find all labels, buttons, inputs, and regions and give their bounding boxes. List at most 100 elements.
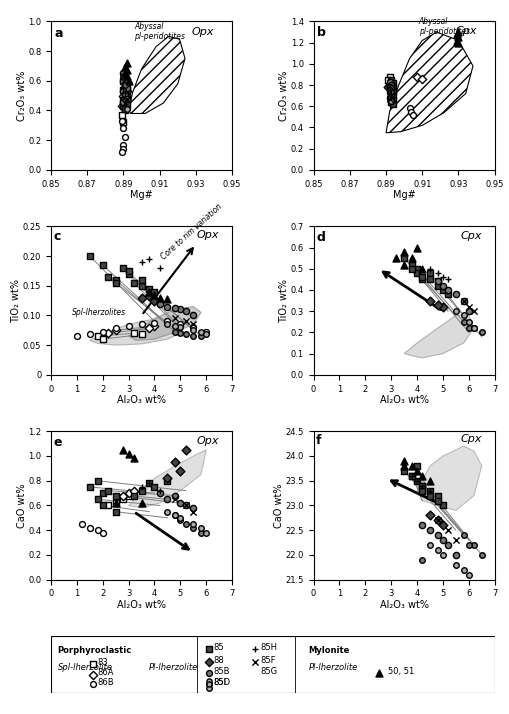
Point <box>111 277 120 288</box>
Point <box>104 271 112 283</box>
Point <box>119 90 127 101</box>
Point <box>121 71 129 82</box>
Point <box>119 83 127 94</box>
Point <box>104 500 112 511</box>
Point <box>196 527 205 538</box>
Point <box>388 81 397 93</box>
Point <box>385 88 393 99</box>
Point <box>417 485 426 496</box>
Point <box>163 293 171 304</box>
Point <box>412 475 420 486</box>
Point <box>98 333 106 345</box>
Point <box>93 525 101 536</box>
Point <box>163 475 171 486</box>
Point <box>123 76 131 88</box>
Point <box>469 323 477 334</box>
Point <box>385 92 393 104</box>
Point <box>385 85 393 96</box>
Point <box>123 83 131 94</box>
Text: Cpx: Cpx <box>459 433 481 443</box>
Point <box>119 101 127 112</box>
Point <box>123 90 131 101</box>
Point <box>387 90 395 101</box>
Point <box>171 493 179 505</box>
X-axis label: Mg#: Mg# <box>130 190 153 200</box>
Point <box>387 88 395 99</box>
Point <box>443 273 451 285</box>
Point <box>443 284 451 296</box>
Y-axis label: Cr₂O₃ wt%: Cr₂O₃ wt% <box>17 71 26 121</box>
Point <box>451 288 459 300</box>
Point <box>469 539 477 550</box>
Point <box>86 328 94 340</box>
Point <box>119 75 127 86</box>
Point <box>387 84 395 95</box>
Point <box>464 306 472 317</box>
Point <box>385 85 393 96</box>
Point <box>469 323 477 334</box>
Point <box>119 490 127 501</box>
Point <box>202 328 210 340</box>
Point <box>438 520 446 531</box>
FancyBboxPatch shape <box>51 636 494 693</box>
Point <box>387 83 395 94</box>
Point <box>417 554 426 565</box>
Point <box>387 92 395 104</box>
Point <box>433 276 441 287</box>
Point <box>438 271 446 283</box>
Point <box>433 515 441 526</box>
Point <box>399 258 407 270</box>
Point <box>387 91 395 102</box>
Point <box>119 116 127 128</box>
Point <box>119 139 127 151</box>
Point <box>412 263 420 274</box>
Point <box>155 488 163 499</box>
Point <box>93 493 101 505</box>
Point <box>111 490 120 501</box>
Point <box>387 74 395 86</box>
Point <box>433 490 441 501</box>
Point <box>181 328 189 340</box>
Point <box>124 268 132 280</box>
Point <box>443 525 451 536</box>
Point <box>387 95 395 106</box>
Point <box>204 656 212 668</box>
Point <box>412 475 420 486</box>
Point <box>464 539 472 550</box>
Point <box>412 267 420 278</box>
Point <box>459 295 467 306</box>
Text: Cpx: Cpx <box>454 26 475 36</box>
Point <box>189 522 197 533</box>
Y-axis label: TiO₂ wt%: TiO₂ wt% <box>279 278 289 323</box>
Point <box>425 525 433 536</box>
Point <box>412 461 420 472</box>
Text: 86B: 86B <box>97 678 114 687</box>
Point <box>145 253 153 265</box>
Point <box>204 643 212 654</box>
Point <box>196 331 205 342</box>
Text: 88: 88 <box>213 656 224 665</box>
Text: Spl-lherzolite: Spl-lherzolite <box>58 663 112 673</box>
Point <box>145 478 153 489</box>
Point <box>388 90 397 101</box>
Point <box>123 76 131 88</box>
Point <box>425 485 433 496</box>
Y-axis label: Cr₂O₃ wt%: Cr₂O₃ wt% <box>279 71 289 121</box>
Point <box>181 444 189 456</box>
Point <box>171 456 179 468</box>
Point <box>412 71 420 82</box>
Point <box>438 284 446 296</box>
Point <box>385 79 393 91</box>
Point <box>385 93 393 104</box>
Point <box>117 101 125 112</box>
Point <box>163 318 171 330</box>
Point <box>385 71 393 82</box>
Text: Spl-lherzolites: Spl-lherzolites <box>72 308 126 318</box>
Text: 50, 51: 50, 51 <box>387 667 414 676</box>
Text: 85B: 85B <box>213 667 230 676</box>
Text: 85: 85 <box>213 643 224 652</box>
Point <box>387 79 395 91</box>
Point <box>438 500 446 511</box>
Point <box>73 331 81 342</box>
Point <box>121 105 129 116</box>
